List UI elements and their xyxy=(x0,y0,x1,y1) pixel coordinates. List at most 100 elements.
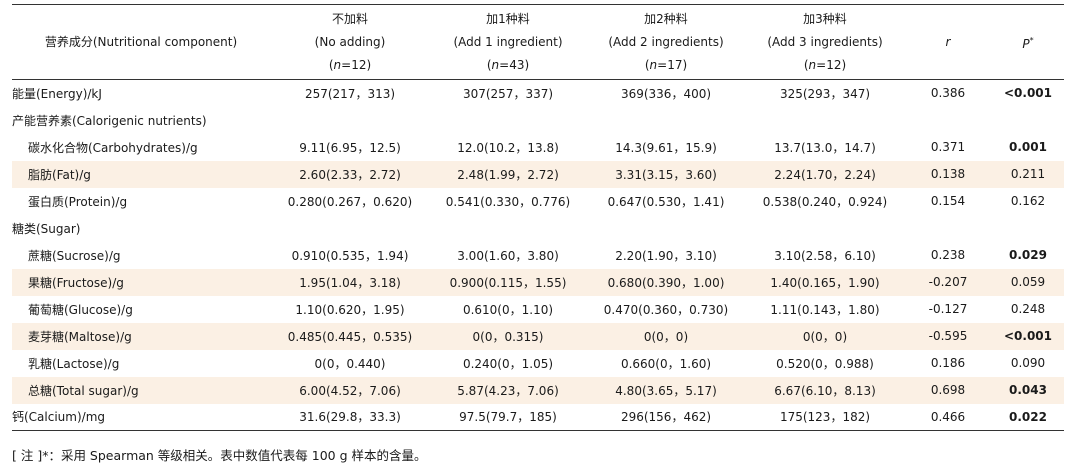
cell-group-3: 13.7(13.0，14.7) xyxy=(774,140,876,155)
table-row: 乳糖(Lactose)/g 0(0，0.440) 0.240(0，1.05) 0.66… xyxy=(12,350,1064,377)
empty-cell xyxy=(586,215,746,242)
row-label: 碳水化合物(Carbohydrates)/g xyxy=(28,140,198,155)
cell-group-2: 369(336，400) xyxy=(620,86,712,101)
empty-cell xyxy=(904,107,992,134)
row-label: 脂肪(Fat)/g xyxy=(12,160,270,188)
empty-cell xyxy=(904,215,992,242)
cell-r: 0.138 xyxy=(904,160,992,188)
cell-group-1: 0(0，0.315) xyxy=(430,322,586,350)
cell-group-0: 0.280(0.267，0.620) xyxy=(287,194,413,209)
header-group-3: 加3种料 (Add 3 ingredients) (n=12) xyxy=(746,4,904,80)
cell-group-0: 2.60(2.33，2.72) xyxy=(270,160,430,188)
cell-p: 0.090 xyxy=(1010,356,1046,370)
row-label: 乳糖(Lactose)/g xyxy=(28,356,120,371)
cell-group-0: 0.910(0.535，1.94) xyxy=(291,248,409,263)
row-label: 蔗糖(Sucrose)/g xyxy=(28,248,121,263)
table-row: 脂肪(Fat)/g 2.60(2.33，2.72) 2.48(1.99，2.72) 3… xyxy=(12,160,1064,188)
cell-p: 0.001 xyxy=(1009,140,1047,154)
cell-group-1: 0.240(0，1.05) xyxy=(462,356,554,371)
empty-cell xyxy=(270,107,430,134)
section-row: 糖类(Sugar) xyxy=(12,215,1064,242)
cell-group-2: 14.3(9.61，15.9) xyxy=(615,140,717,155)
empty-cell xyxy=(586,107,746,134)
cell-group-1: 97.5(79.7，185) xyxy=(430,403,586,431)
row-label: 果糖(Fructose)/g xyxy=(12,268,270,296)
cell-p: 0.043 xyxy=(992,376,1064,404)
cell-p: <0.001 xyxy=(1003,86,1052,101)
cell-p: 0.211 xyxy=(992,160,1064,188)
header-r: r xyxy=(904,4,992,80)
cell-group-3: 1.11(0.143，1.80) xyxy=(770,302,880,317)
group-zh: 加2种料 xyxy=(644,11,688,26)
cell-group-3: 175(123，182) xyxy=(746,403,904,431)
empty-cell xyxy=(992,107,1064,134)
row-label: 钙(Calcium)/mg xyxy=(12,403,270,431)
section-row: 产能营养素(Calorigenic nutrients) xyxy=(12,107,1064,134)
group-en: (Add 3 ingredients) xyxy=(767,34,883,49)
cell-group-3: 325(293，347) xyxy=(779,86,871,101)
cell-group-1: 5.87(4.23，7.06) xyxy=(430,376,586,404)
group-zh: 加3种料 xyxy=(803,11,847,26)
table-row: 蔗糖(Sucrose)/g 0.910(0.535，1.94) 3.00(1.60，… xyxy=(12,242,1064,269)
row-label: 糖类(Sugar) xyxy=(12,221,81,236)
cell-p: 0.029 xyxy=(1009,248,1047,262)
cell-group-3: 0(0，0) xyxy=(746,322,904,350)
cell-r: -0.207 xyxy=(904,268,992,296)
cell-group-0: 31.6(29.8，33.3) xyxy=(270,403,430,431)
cell-group-2: 0.647(0.530，1.41) xyxy=(607,194,725,209)
group-en: (No adding) xyxy=(314,34,386,49)
cell-group-1: 2.48(1.99，2.72) xyxy=(430,160,586,188)
row-label: 蛋白质(Protein)/g xyxy=(28,194,128,209)
table-row: 能量(Energy)/kJ 257(217，313) 307(257，337) 369… xyxy=(12,80,1064,107)
empty-cell xyxy=(746,107,904,134)
cell-group-2: 0.660(0，1.60) xyxy=(620,356,712,371)
header-p: P* xyxy=(992,4,1064,80)
row-label: 总糖(Total sugar)/g xyxy=(12,376,270,404)
cell-r: 0.371 xyxy=(930,140,966,154)
cell-group-3: 0.520(0，0.988) xyxy=(776,356,874,371)
cell-r: -0.595 xyxy=(904,322,992,350)
cell-p: 0.059 xyxy=(992,268,1064,296)
row-label: 葡萄糖(Glucose)/g xyxy=(28,302,133,317)
nutrition-table: 营养成分(Nutritional component) 不加料 (No addi… xyxy=(12,4,1064,431)
header-group-0: 不加料 (No adding) (n=12) xyxy=(270,4,430,80)
group-zh: 加1种料 xyxy=(486,11,530,26)
empty-cell xyxy=(270,215,430,242)
cell-group-2: 2.20(1.90，3.10) xyxy=(615,248,717,263)
empty-cell xyxy=(430,107,586,134)
header-row: 营养成分(Nutritional component) 不加料 (No addi… xyxy=(12,4,1064,80)
cell-r: 0.238 xyxy=(930,248,966,262)
table-note: [ 注 ]*：采用 Spearman 等级相关。表中数值代表每 100 g 样本… xyxy=(12,448,427,463)
cell-group-0: 1.95(1.04，3.18) xyxy=(270,268,430,296)
cell-group-0: 6.00(4.52，7.06) xyxy=(270,376,430,404)
table-row: 钙(Calcium)/mg 31.6(29.8，33.3) 97.5(79.7，18… xyxy=(12,403,1064,431)
cell-p: 0.022 xyxy=(992,403,1064,431)
table-row: 总糖(Total sugar)/g 6.00(4.52，7.06) 5.87(4.2… xyxy=(12,376,1064,404)
cell-group-0: 0.485(0.445，0.535) xyxy=(270,322,430,350)
empty-cell xyxy=(992,215,1064,242)
row-label: 产能营养素(Calorigenic nutrients) xyxy=(12,113,207,128)
cell-group-0: 1.10(0.620，1.95) xyxy=(295,302,405,317)
cell-p: 0.248 xyxy=(1010,302,1046,316)
cell-group-2: 0(0，0) xyxy=(586,322,746,350)
table-row: 果糖(Fructose)/g 1.95(1.04，3.18) 0.900(0.115… xyxy=(12,268,1064,296)
cell-group-3: 1.40(0.165，1.90) xyxy=(746,268,904,296)
cell-group-1: 0.900(0.115，1.55) xyxy=(430,268,586,296)
group-n: (n=43) xyxy=(486,57,530,72)
cell-group-0: 9.11(6.95，12.5) xyxy=(299,140,401,155)
cell-group-2: 3.31(3.15，3.60) xyxy=(586,160,746,188)
cell-r: 0.186 xyxy=(930,356,966,370)
group-n: (n=12) xyxy=(803,57,847,72)
cell-r: 0.466 xyxy=(904,403,992,431)
cell-p: <0.001 xyxy=(992,322,1064,350)
cell-group-2: 296(156，462) xyxy=(586,403,746,431)
cell-group-1: 307(257，337) xyxy=(462,86,554,101)
cell-group-2: 4.80(3.65，5.17) xyxy=(586,376,746,404)
cell-group-0: 0(0，0.440) xyxy=(314,356,386,371)
header-group-2: 加2种料 (Add 2 ingredients) (n=17) xyxy=(586,4,746,80)
cell-r: 0.386 xyxy=(930,86,966,101)
header-group-1: 加1种料 (Add 1 ingredient) (n=43) xyxy=(430,4,586,80)
group-n: (n=12) xyxy=(328,57,372,72)
table-row: 蛋白质(Protein)/g 0.280(0.267，0.620) 0.541(0.… xyxy=(12,188,1064,215)
empty-cell xyxy=(746,215,904,242)
